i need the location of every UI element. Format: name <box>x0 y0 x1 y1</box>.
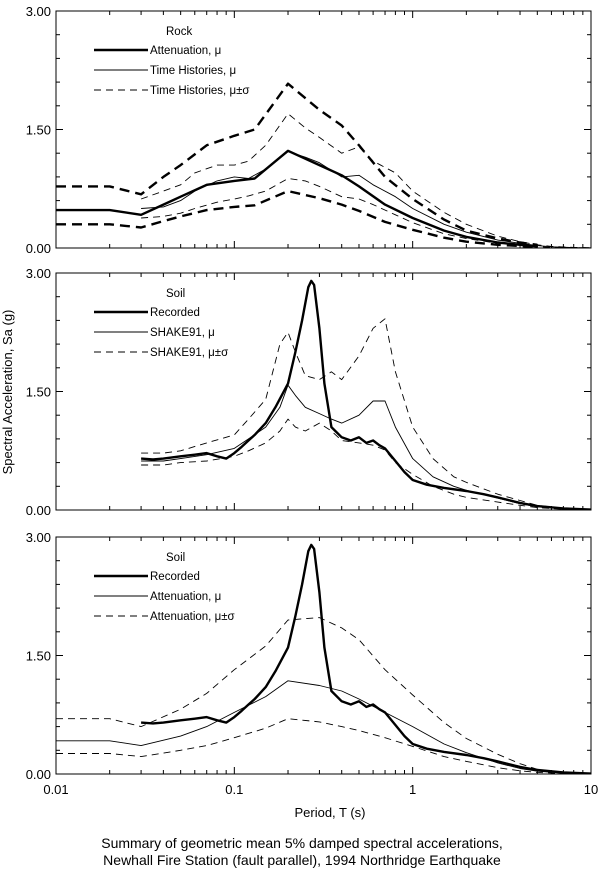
y-tick-label: 0.00 <box>26 241 51 256</box>
chart-panel-2: 0.00 1.50 3.00 Soil Recorded SHAKE91, μ SHAKE9… <box>26 266 592 518</box>
legend-entry: Attenuation, μ <box>150 591 221 603</box>
series-line-1 <box>56 149 538 248</box>
legend-entry: Attenuation, μ <box>150 45 221 57</box>
series-group <box>141 279 591 510</box>
y-tick-label: 0.00 <box>26 767 51 782</box>
legend: Soil Recorded Attenuation, μ Attenuation, μ… <box>94 552 235 623</box>
legend: Rock Attenuation, μ Time Histories, μ Time … <box>94 26 249 97</box>
legend-entry: SHAKE91, μ±σ <box>150 347 228 359</box>
legend-entry: Time Histories, μ <box>150 65 236 77</box>
x-axis-title: Period, T (s) <box>294 805 365 820</box>
series-group <box>56 82 591 248</box>
x-tick-label: 0.1 <box>225 782 243 797</box>
series-group <box>56 543 591 774</box>
series-line-1 <box>141 279 591 510</box>
y-tick-label: 0.00 <box>26 503 51 518</box>
legend-title: Soil <box>166 552 185 564</box>
caption-line-2: Newhall Fire Station (fault parallel), 1… <box>103 852 501 868</box>
plot-frame <box>55 10 592 249</box>
figure-caption: Summary of geometric mean 5% damped spec… <box>0 835 604 869</box>
legend-entry: SHAKE91, μ <box>150 327 215 339</box>
legend-title: Soil <box>166 288 185 300</box>
legend-entry: Attenuation, μ±σ <box>150 611 235 623</box>
series-line-4 <box>141 418 591 510</box>
series-line-3 <box>56 189 538 248</box>
plot-frame <box>55 272 592 511</box>
series-line-1 <box>141 543 591 774</box>
series-line-3 <box>56 617 591 774</box>
y-tick-label: 1.50 <box>26 385 51 400</box>
chart-panel-1: 0.00 1.50 3.00 Rock Attenuation, μ Time Histo… <box>26 4 592 256</box>
figure: 0.00 1.50 3.00 Rock Attenuation, μ Time Histo… <box>0 4 599 820</box>
series-line-4 <box>56 718 591 774</box>
legend-title: Rock <box>166 26 192 38</box>
legend-entry: Recorded <box>150 307 200 319</box>
x-tick-label: 10 <box>584 782 598 797</box>
plot-frame <box>55 536 592 775</box>
series-line-6 <box>141 178 591 248</box>
chart-panel-3: 0.00 1.50 3.00 0.01 0.1 1 10 Soil Recorded Attenu… <box>26 530 599 797</box>
y-tick-label: 1.50 <box>26 649 51 664</box>
series-line-2 <box>56 680 591 774</box>
series-line-5 <box>140 113 591 248</box>
y-tick-label: 3.00 <box>26 4 51 19</box>
legend: Soil Recorded SHAKE91, μ SHAKE91, μ±σ <box>94 288 228 359</box>
caption-line-1: Summary of geometric mean 5% damped spec… <box>101 835 503 851</box>
legend-entry: Recorded <box>150 571 200 583</box>
legend-entry: Time Histories, μ±σ <box>150 85 249 97</box>
y-tick-label: 3.00 <box>26 266 51 281</box>
series-line-3 <box>141 318 591 510</box>
y-axis-title: Spectral Acceleration, Sa (g) <box>0 310 15 475</box>
series-line-4 <box>141 151 591 248</box>
x-tick-label: 0.01 <box>43 782 68 797</box>
y-tick-label: 1.50 <box>26 123 51 138</box>
y-tick-label: 3.00 <box>26 530 51 545</box>
x-tick-label: 1 <box>409 782 416 797</box>
series-line-2 <box>56 82 538 246</box>
series-line-2 <box>141 384 591 510</box>
